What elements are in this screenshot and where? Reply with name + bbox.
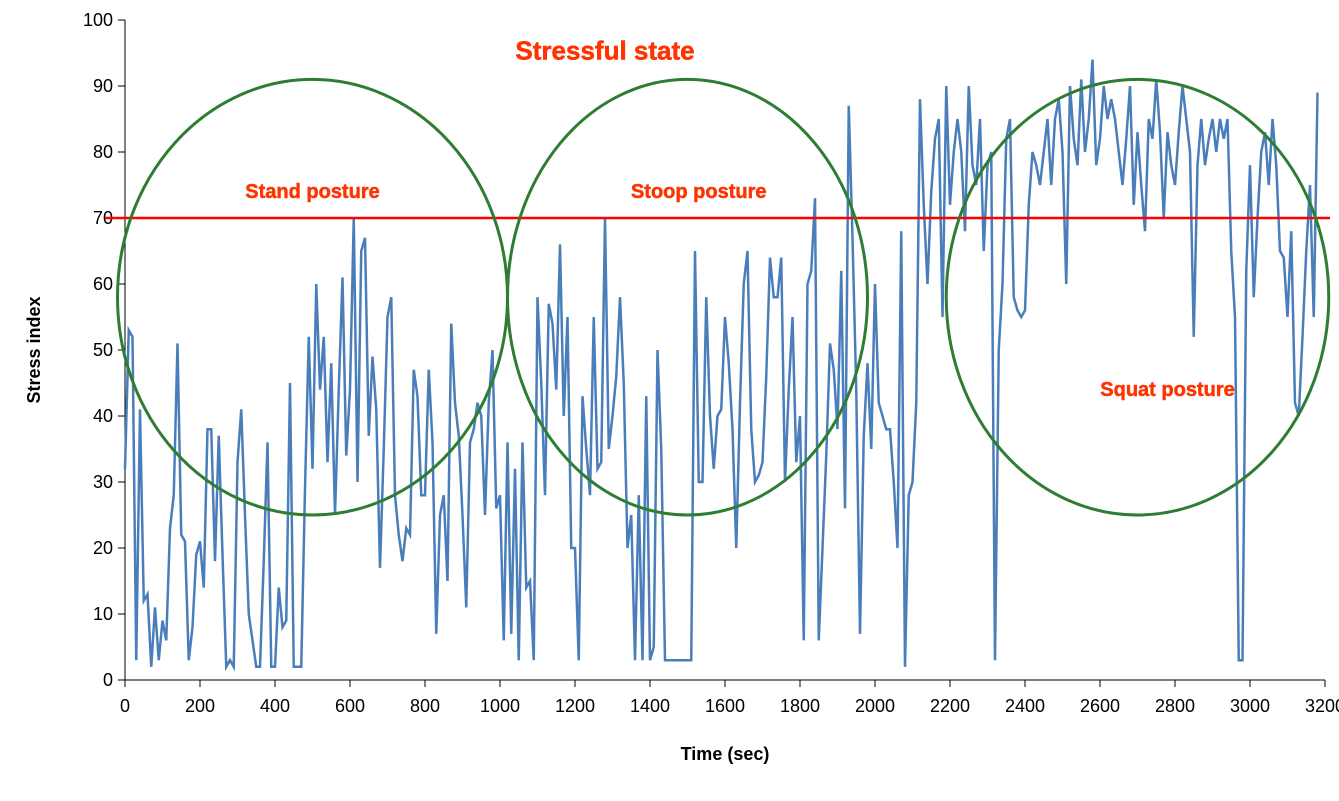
x-tick-label: 1400 [630, 696, 670, 716]
y-axis-title: Stress index [24, 296, 44, 403]
y-tick-label: 40 [93, 406, 113, 426]
x-tick-label: 1800 [780, 696, 820, 716]
y-tick-label: 80 [93, 142, 113, 162]
stress-chart: 0102030405060708090100020040060080010001… [0, 0, 1339, 801]
x-axis-title: Time (sec) [681, 744, 770, 764]
x-tick-label: 400 [260, 696, 290, 716]
y-tick-label: 10 [93, 604, 113, 624]
x-tick-label: 200 [185, 696, 215, 716]
stressful-state-label: Stressful state [515, 36, 694, 66]
posture-label: Stand posture [245, 181, 379, 203]
x-tick-label: 2000 [855, 696, 895, 716]
x-tick-label: 3200 [1305, 696, 1339, 716]
x-tick-label: 1200 [555, 696, 595, 716]
x-tick-label: 1600 [705, 696, 745, 716]
x-tick-label: 600 [335, 696, 365, 716]
x-tick-label: 2800 [1155, 696, 1195, 716]
x-tick-label: 800 [410, 696, 440, 716]
x-tick-label: 0 [120, 696, 130, 716]
x-tick-label: 3000 [1230, 696, 1270, 716]
y-tick-label: 100 [83, 10, 113, 30]
stress-chart-container: 0102030405060708090100020040060080010001… [0, 0, 1339, 801]
x-tick-label: 2600 [1080, 696, 1120, 716]
posture-label: Stoop posture [631, 181, 767, 203]
x-tick-label: 2400 [1005, 696, 1045, 716]
y-tick-label: 90 [93, 76, 113, 96]
posture-label: Squat posture [1100, 379, 1234, 401]
x-tick-label: 2200 [930, 696, 970, 716]
y-tick-label: 0 [103, 670, 113, 690]
y-tick-label: 20 [93, 538, 113, 558]
y-tick-label: 50 [93, 340, 113, 360]
y-tick-label: 60 [93, 274, 113, 294]
x-tick-label: 1000 [480, 696, 520, 716]
y-tick-label: 30 [93, 472, 113, 492]
